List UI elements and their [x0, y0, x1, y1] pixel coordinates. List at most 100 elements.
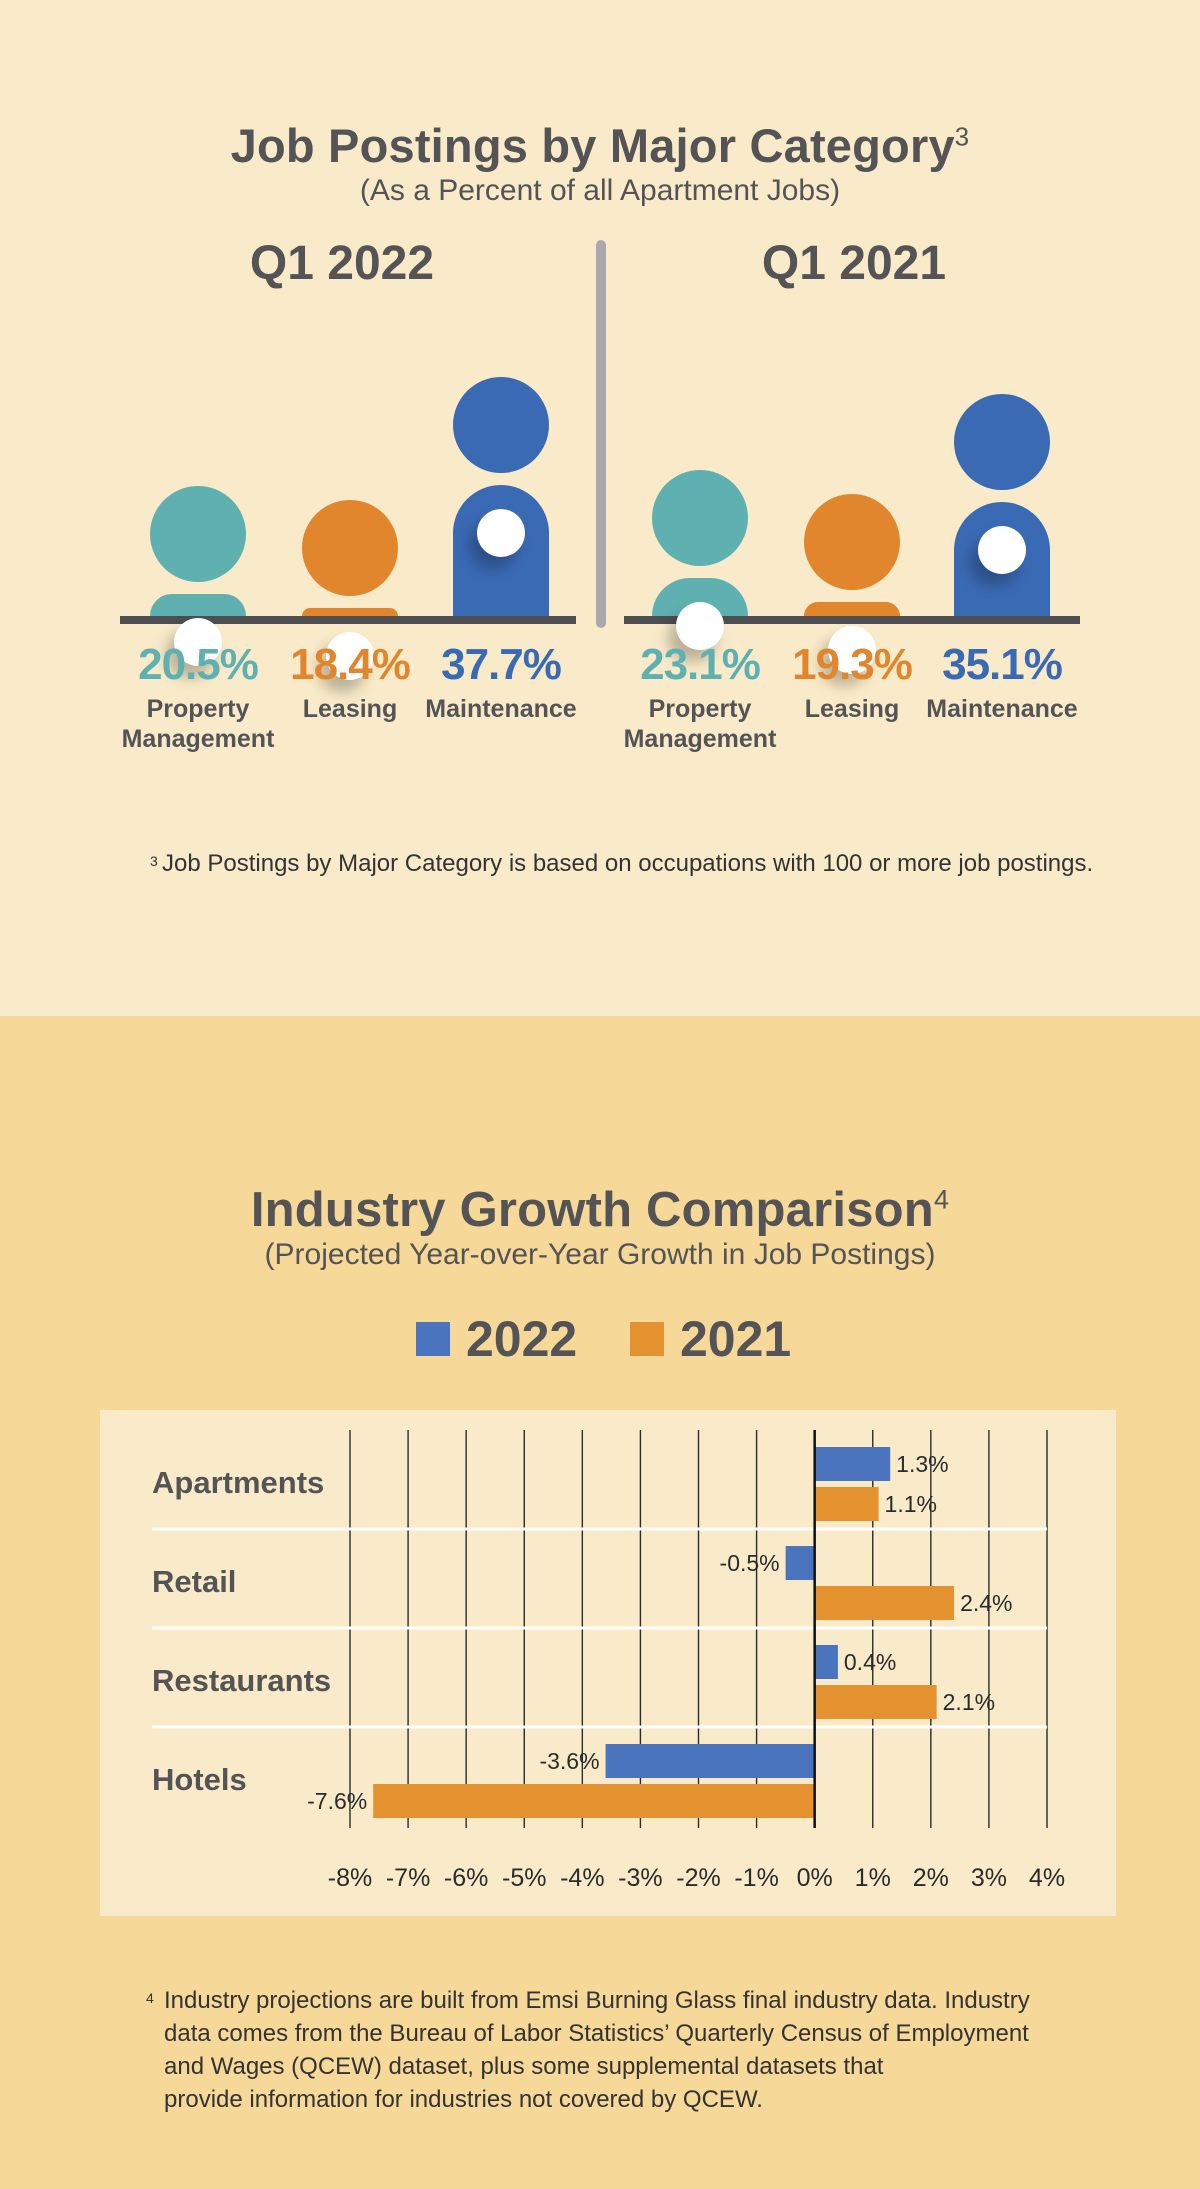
data-label-2022: 1.3% [896, 1451, 948, 1477]
category-label-line: Leasing [302, 695, 398, 723]
data-label-2021: 1.1% [885, 1491, 937, 1517]
data-label-2022: -3.6% [539, 1748, 599, 1774]
bar-2021 [373, 1784, 815, 1818]
category-label: Retail [152, 1564, 236, 1599]
category-label-q1-2021: Property Management [615, 694, 785, 754]
tick-label: -4% [560, 1864, 604, 1892]
bar-2021 [814, 1685, 937, 1719]
category-label-line: Property [146, 695, 250, 723]
quarter-title-q1-2022: Q1 2022 [249, 237, 435, 290]
bar-2021 [814, 1487, 879, 1521]
tick-label: -5% [502, 1864, 546, 1892]
category-label-q1-2022: Property Management [113, 694, 283, 754]
category-label-q1-2021: Leasing [767, 694, 937, 724]
tick-label: 4% [1029, 1864, 1065, 1892]
industry-growth-footnote: 4 Industry projections are built from Em… [146, 1984, 1030, 2116]
legend-label-2022: 2022 [466, 1311, 578, 1367]
footnote-mark-3: 3 [150, 853, 158, 869]
person-body [804, 601, 900, 616]
person-body [302, 607, 398, 616]
percent-label-q1-2022: 20.5% [138, 640, 259, 689]
person-head [954, 393, 1050, 490]
tick-label: -2% [676, 1864, 720, 1892]
bar-2022 [605, 1744, 815, 1778]
bar-2022 [814, 1645, 838, 1679]
baseline-q1-2022 [120, 616, 576, 624]
footnote-4-text: Industry projections are built from Emsi… [164, 1984, 1030, 2116]
percent-label-q1-2021: 19.3% [792, 640, 913, 689]
person-head [302, 499, 398, 596]
footnote-4-line: and Wages (QCEW) dataset, plus some supp… [164, 2053, 884, 2080]
person-head [804, 493, 900, 590]
legend-swatch-2021 [630, 1322, 664, 1356]
category-label-line: Maintenance [926, 695, 1078, 723]
tick-label: -6% [444, 1864, 488, 1892]
industry-growth-subtitle: (Projected Year-over-Year Growth in Job … [264, 1238, 936, 1271]
person-figure-q1-2021 [804, 493, 900, 674]
person-figure-q1-2022 [453, 377, 549, 616]
bar-2022 [814, 1447, 891, 1481]
person-dot [477, 509, 525, 558]
chart-legend: 2022 2021 [0, 1306, 1200, 1367]
data-label-2021: 2.4% [960, 1590, 1012, 1616]
bar-2022 [785, 1546, 815, 1580]
data-label-2021: 2.1% [943, 1689, 995, 1715]
data-label-2022: 0.4% [844, 1649, 896, 1675]
tick-label: -1% [734, 1864, 778, 1892]
person-dot [828, 625, 876, 674]
person-body [150, 594, 246, 616]
person-dot [978, 525, 1026, 574]
footnote-4-line: data comes from the Bureau of Labor Stat… [164, 2020, 1029, 2047]
tick-label: -3% [618, 1864, 662, 1892]
percent-label-q1-2021: 35.1% [942, 640, 1063, 689]
person-head [150, 486, 246, 583]
category-label: Apartments [152, 1465, 324, 1500]
person-figure-q1-2022 [150, 486, 246, 667]
person-dot [326, 631, 374, 680]
person-head [652, 469, 748, 566]
percent-label-q1-2022: 37.7% [441, 640, 562, 689]
category-label: Restaurants [152, 1663, 331, 1698]
tick-label: 3% [971, 1864, 1007, 1892]
industry-growth-title: Industry Growth Comparison4 [0, 1182, 1200, 1238]
person-figure-q1-2021 [652, 469, 748, 650]
bar-2021 [814, 1586, 955, 1620]
job-postings-title-text: Job Postings by Major Category [230, 119, 955, 172]
tick-label: 1% [855, 1864, 891, 1892]
growth-bar-chart: Apartments 1.3% 1.1% Retail -0.5% 2.4% Restaur… [152, 1430, 1065, 1892]
person-head [453, 377, 549, 474]
percent-label-q1-2022: 18.4% [290, 640, 411, 689]
footnote-3-text: Job Postings by Major Category is based … [162, 850, 1094, 877]
tick-label: 2% [913, 1864, 949, 1892]
industry-growth-title-sup: 4 [933, 1184, 950, 1215]
category-label-line: Maintenance [425, 695, 577, 723]
person-dot [676, 601, 724, 650]
category-label-line: Management [623, 725, 777, 753]
legend-label-2021: 2021 [680, 1311, 792, 1367]
category-label-q1-2022: Maintenance [416, 694, 586, 724]
legend-swatch-2022 [416, 1322, 450, 1356]
data-label-2021: -7.6% [307, 1788, 367, 1814]
quarter-title-q1-2021: Q1 2021 [761, 237, 947, 290]
category-label-q1-2022: Leasing [265, 694, 435, 724]
panel-divider [596, 240, 606, 628]
footnote-4-line: provide information for industries not c… [164, 2086, 763, 2113]
category-label: Hotels [152, 1762, 247, 1797]
job-postings-footnote: 3 Job Postings by Major Category is base… [150, 847, 1093, 880]
percent-label-q1-2021: 23.1% [640, 640, 761, 689]
category-label-line: Leasing [804, 695, 900, 723]
tick-label: -7% [386, 1864, 430, 1892]
job-postings-title-sup: 3 [954, 123, 970, 152]
job-postings-title: Job Postings by Major Category3 [0, 118, 1200, 173]
industry-growth-title-text: Industry Growth Comparison [250, 1183, 934, 1237]
person-figure-q1-2021 [954, 393, 1050, 616]
category-label-line: Management [121, 725, 275, 753]
tick-label: 0% [797, 1864, 833, 1892]
person-dot [174, 618, 222, 667]
baseline-q1-2021 [624, 616, 1080, 624]
category-label-q1-2021: Maintenance [917, 694, 1087, 724]
footnote-4-line: Industry projections are built from Emsi… [164, 1987, 1030, 2014]
growth-chart-panel: Apartments 1.3% 1.1% Retail -0.5% 2.4% Restaur… [100, 1410, 1116, 1916]
tick-label: -8% [328, 1864, 372, 1892]
job-postings-subtitle: (As a Percent of all Apartment Jobs) [359, 174, 841, 207]
